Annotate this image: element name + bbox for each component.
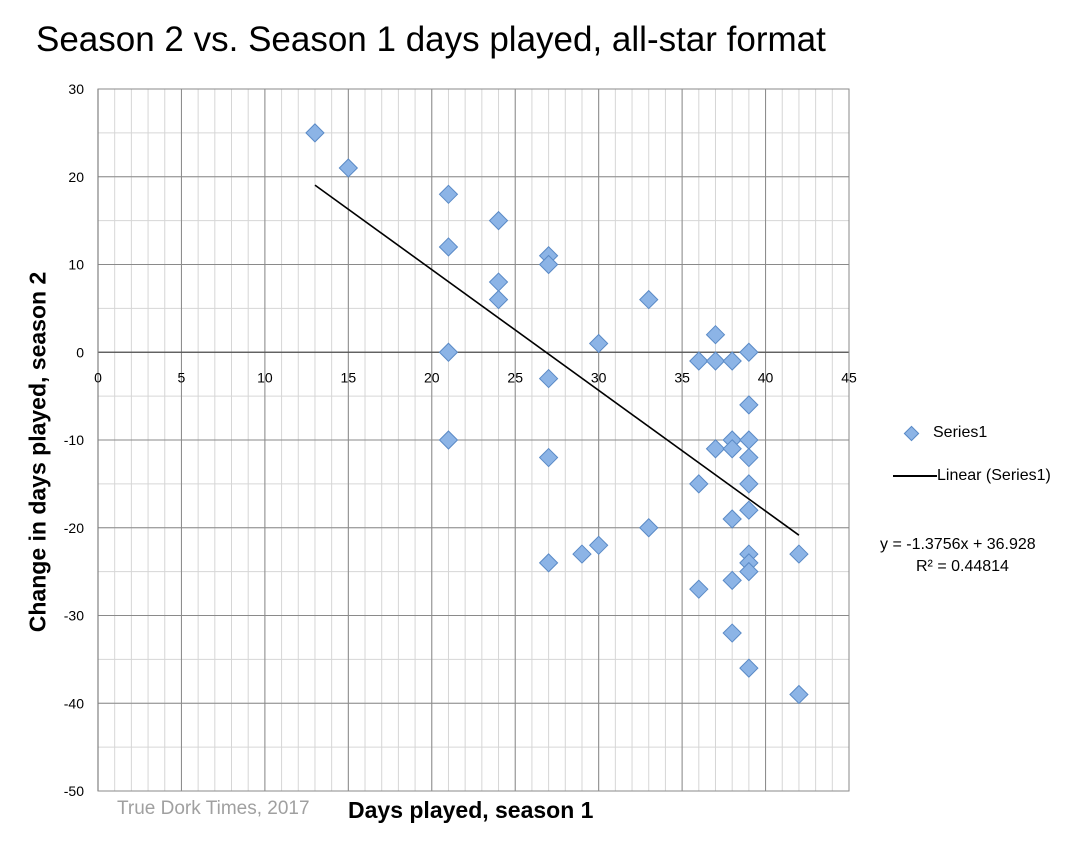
trend-equation: y = -1.3756x + 36.928 R² = 0.44814: [880, 534, 1060, 578]
data-point: [789, 684, 809, 705]
x-tick-label: 30: [591, 369, 607, 385]
data-point: [438, 430, 459, 450]
y-tick-label: 0: [76, 344, 84, 360]
data-point: [722, 570, 742, 591]
legend-entry-series1: Series1: [903, 424, 988, 442]
data-points: [305, 123, 809, 705]
data-point: [488, 272, 509, 292]
data-point: [689, 351, 709, 371]
data-point: [722, 623, 742, 643]
data-point: [438, 237, 459, 257]
x-tick-label: 40: [758, 369, 774, 385]
x-tick-label: 20: [424, 369, 440, 385]
x-tick-label: 25: [507, 369, 523, 385]
data-point: [538, 368, 559, 389]
legend-line-marker: [893, 475, 937, 477]
trendline-group: [314, 184, 800, 536]
data-point: [572, 544, 592, 564]
data-point: [722, 351, 742, 371]
chart-title: Season 2 vs. Season 1 days played, all-s…: [36, 20, 826, 59]
data-point: [739, 658, 759, 678]
data-point: [438, 184, 459, 205]
y-tick-label: -50: [64, 783, 84, 799]
data-point: [739, 474, 759, 494]
legend-trend-label: Linear (Series1): [937, 467, 1051, 484]
x-tick-label: 45: [841, 369, 857, 385]
data-point: [689, 579, 709, 599]
data-point: [438, 342, 459, 362]
data-point: [739, 561, 759, 582]
y-tick-label: -40: [64, 695, 84, 711]
legend-series-label: Series1: [933, 424, 988, 441]
r-squared-text: R² = 0.44814: [916, 558, 1009, 575]
data-point: [639, 518, 659, 538]
y-tick-label: -10: [64, 432, 84, 448]
data-point: [689, 474, 709, 494]
data-point: [722, 439, 742, 459]
data-point: [538, 254, 559, 275]
x-tick-label: 0: [94, 369, 102, 385]
y-tick-label: 30: [68, 81, 84, 97]
legend-entry-trendline: Linear (Series1): [893, 467, 1051, 485]
data-point: [739, 430, 759, 450]
y-axis-label: Change in days played, season 2: [24, 271, 51, 633]
data-point: [739, 447, 759, 468]
data-point: [305, 123, 325, 143]
data-point: [739, 342, 759, 362]
data-point: [588, 535, 609, 556]
data-point: [538, 553, 559, 573]
data-point: [488, 289, 509, 310]
data-point: [739, 395, 759, 415]
data-point: [705, 324, 726, 345]
credit-text: True Dork Times, 2017: [117, 798, 310, 819]
data-point: [639, 289, 659, 310]
plot-frame: [97, 88, 850, 792]
data-point: [705, 439, 726, 459]
axes: [97, 88, 850, 792]
data-point: [705, 351, 726, 371]
x-tick-label: 15: [341, 369, 357, 385]
data-point: [722, 509, 742, 529]
x-tick-label: 35: [674, 369, 690, 385]
tick-labels: 30 20 10 0 -10 -20 -30 -40 -50 0 5 10 15 20 25 30 35 40 45: [64, 81, 857, 799]
data-point: [488, 210, 509, 231]
data-point: [588, 333, 609, 354]
legend-diamond-marker: [903, 425, 920, 441]
y-tick-label: 10: [68, 257, 84, 273]
x-tick-label: 10: [257, 369, 273, 385]
trendline: [314, 184, 800, 536]
data-point: [338, 158, 359, 178]
data-point: [789, 544, 809, 564]
equation-text: y = -1.3756x + 36.928: [880, 536, 1036, 553]
data-point: [538, 447, 559, 468]
data-point: [739, 500, 759, 520]
y-tick-label: -20: [64, 520, 84, 536]
x-tick-label: 5: [178, 369, 186, 385]
y-tick-label: -30: [64, 608, 84, 624]
y-tick-label: 20: [68, 169, 84, 185]
x-axis-label: Days played, season 1: [348, 797, 594, 823]
